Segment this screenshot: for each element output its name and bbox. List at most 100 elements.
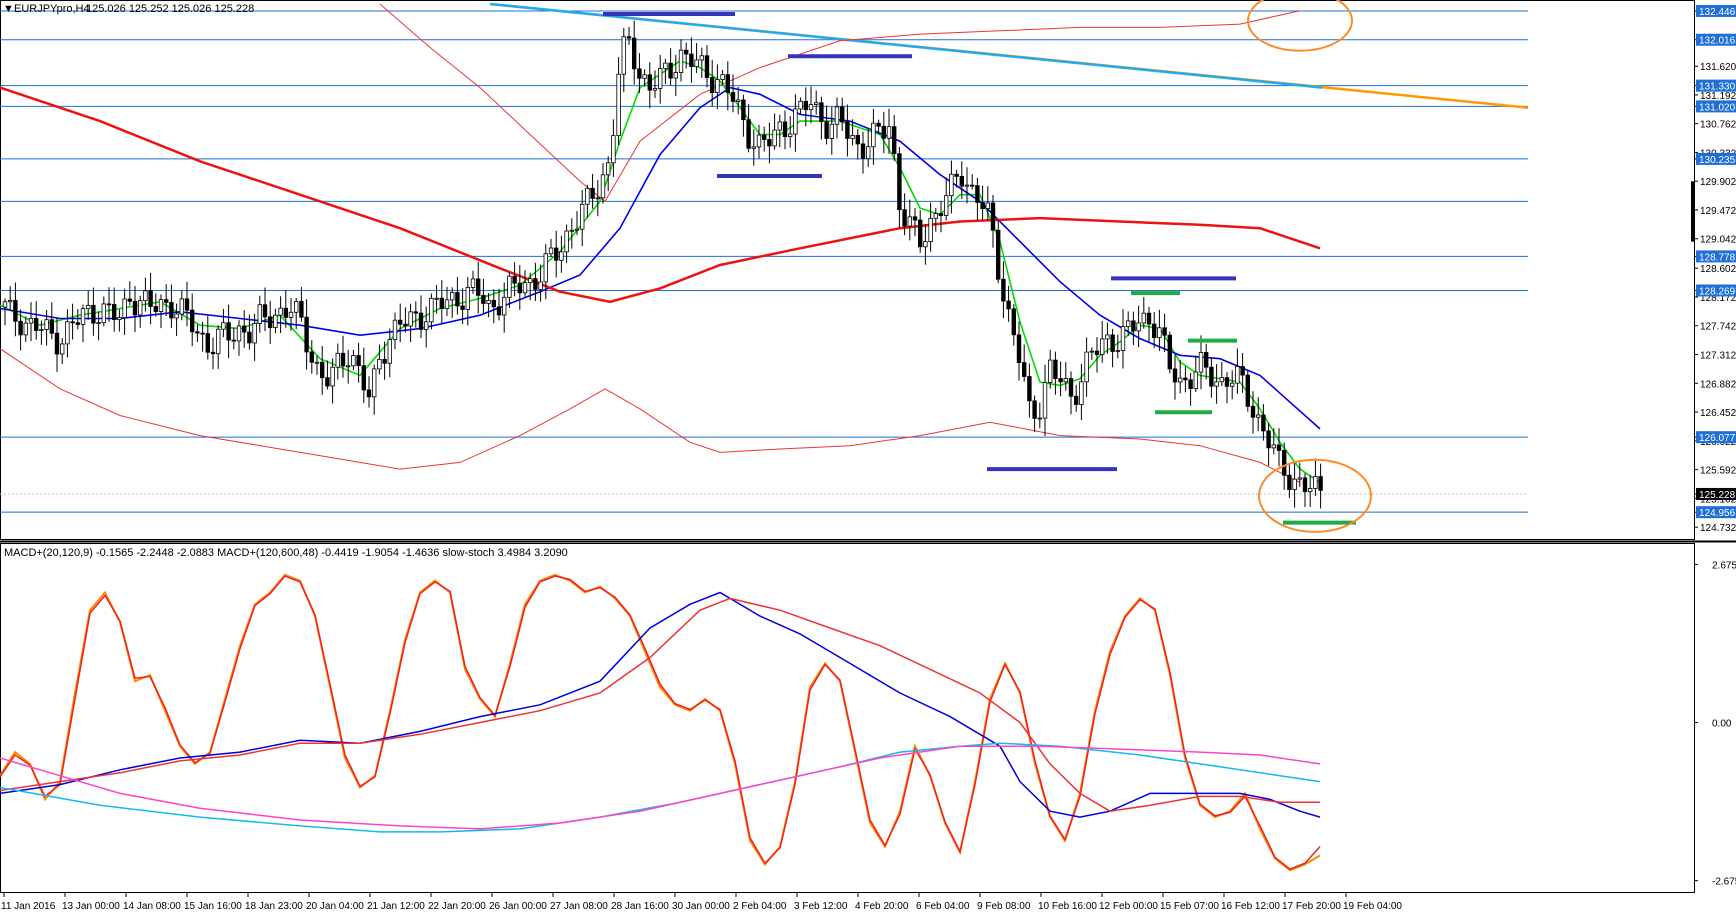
candle-body bbox=[465, 286, 470, 310]
candle-body bbox=[127, 298, 132, 302]
candle-body bbox=[325, 377, 330, 387]
candle-body bbox=[574, 228, 580, 231]
candle-body bbox=[944, 195, 949, 216]
indicator-line-2 bbox=[0, 591, 1321, 818]
candle-body bbox=[580, 203, 585, 230]
candle-body bbox=[1011, 308, 1016, 336]
candle-body bbox=[1240, 366, 1245, 376]
candle-body bbox=[1058, 378, 1063, 383]
candle-body bbox=[1141, 312, 1146, 324]
price-tick-label: 126.882 bbox=[1700, 379, 1736, 390]
price-tag-bg bbox=[1696, 100, 1736, 113]
time-tick-label: 17 Feb 20:00 bbox=[1282, 901, 1341, 912]
candle-body bbox=[501, 296, 507, 316]
candle-body bbox=[382, 359, 387, 364]
candle-body bbox=[990, 202, 996, 231]
candle-body bbox=[1224, 377, 1230, 387]
candle-body bbox=[91, 304, 96, 324]
candle-body bbox=[2, 301, 8, 308]
candle-body bbox=[60, 343, 65, 355]
candle-body bbox=[595, 197, 600, 200]
candle-body bbox=[278, 307, 283, 316]
indicator-tick-label: 2.6753 bbox=[1712, 560, 1736, 571]
time-tick-label: 18 Jan 23:00 bbox=[245, 901, 303, 912]
time-tick-label: 30 Jan 00:00 bbox=[672, 901, 730, 912]
candle-body bbox=[366, 389, 372, 398]
highlight-ellipses[interactable] bbox=[1247, 0, 1372, 533]
candle-body bbox=[980, 202, 985, 209]
price-tag-bg bbox=[1696, 250, 1736, 263]
time-axis: 11 Jan 2016 13 Jan 00:00 14 Jan 08:00 15 Ja… bbox=[1, 893, 1402, 912]
candle-body bbox=[741, 99, 746, 121]
candle-body bbox=[1308, 488, 1313, 493]
candle-body bbox=[1256, 414, 1261, 418]
candle-body bbox=[1022, 362, 1027, 377]
candle-body bbox=[486, 299, 491, 304]
current-price-tag-bg bbox=[1696, 487, 1736, 500]
candle-body bbox=[1120, 326, 1126, 351]
candle-body bbox=[158, 299, 164, 312]
level-markers[interactable] bbox=[603, 12, 1356, 525]
candle-body bbox=[569, 229, 574, 232]
candle-body bbox=[221, 322, 226, 330]
candle-body bbox=[840, 106, 845, 123]
candle-body bbox=[1063, 378, 1068, 383]
price-tag-bg bbox=[1696, 284, 1736, 297]
price-tick-label: 125.592 bbox=[1700, 466, 1736, 477]
candle-body bbox=[632, 37, 637, 70]
candle-body bbox=[756, 134, 762, 148]
price-tag-label: 130.235 bbox=[1699, 155, 1736, 166]
candle-body bbox=[1152, 323, 1157, 339]
indicator-header: MACD+(20,120,9) -0.1565 -2.2448 -2.0883 … bbox=[4, 547, 568, 559]
candle-body bbox=[1271, 444, 1276, 449]
candle-body bbox=[408, 311, 413, 327]
candle-body bbox=[663, 62, 668, 69]
indicator-line-0 bbox=[0, 573, 1321, 872]
candle-body bbox=[23, 322, 28, 336]
candle-body bbox=[184, 298, 190, 311]
candle-body bbox=[491, 299, 496, 308]
candle-body bbox=[1105, 334, 1110, 340]
indicator-tick-label: -2.6753 bbox=[1712, 877, 1736, 888]
price-tick-label: 129.472 bbox=[1700, 206, 1736, 217]
candle-body bbox=[902, 209, 907, 227]
ma-line-2 bbox=[0, 86, 1321, 304]
price-tick-label: 128.602 bbox=[1700, 264, 1736, 275]
candle-body bbox=[1198, 352, 1204, 373]
candle-body bbox=[293, 301, 299, 313]
candle-body bbox=[1162, 327, 1167, 336]
candle-body bbox=[808, 104, 814, 111]
candle-body bbox=[850, 135, 855, 139]
candle-body bbox=[112, 304, 117, 321]
candle-body bbox=[262, 304, 268, 318]
candle-body bbox=[1131, 320, 1136, 332]
price-tag-label: 132.446 bbox=[1699, 7, 1736, 18]
candle-body bbox=[538, 281, 543, 290]
candle-body bbox=[179, 298, 184, 315]
candle-body bbox=[1183, 377, 1188, 381]
candle-body bbox=[132, 300, 138, 316]
price-tick-label: 131.620 bbox=[1700, 62, 1736, 73]
price-tick-label: 131.192 bbox=[1700, 91, 1736, 102]
candle-body bbox=[616, 73, 621, 137]
candle-body bbox=[1110, 334, 1115, 352]
candle-body bbox=[715, 79, 720, 94]
candle-body bbox=[148, 290, 153, 307]
candle-body bbox=[954, 173, 959, 177]
candle-body bbox=[1292, 478, 1297, 491]
trendline-1 bbox=[489, 2, 1323, 89]
candle-body bbox=[34, 318, 39, 331]
candle-body bbox=[377, 359, 382, 370]
candle-body bbox=[803, 100, 808, 111]
candle-body bbox=[720, 74, 725, 80]
price-tag-label: 126.077 bbox=[1699, 433, 1736, 444]
candle-body bbox=[1048, 359, 1053, 383]
candle-body bbox=[44, 319, 49, 330]
price-tick-label: 124.732 bbox=[1700, 523, 1736, 534]
candle-body bbox=[18, 320, 23, 336]
candle-body bbox=[699, 55, 704, 61]
trendlines[interactable] bbox=[489, 2, 1529, 109]
candle-body bbox=[710, 77, 715, 94]
candle-body bbox=[730, 92, 736, 102]
candle-body bbox=[496, 306, 502, 316]
